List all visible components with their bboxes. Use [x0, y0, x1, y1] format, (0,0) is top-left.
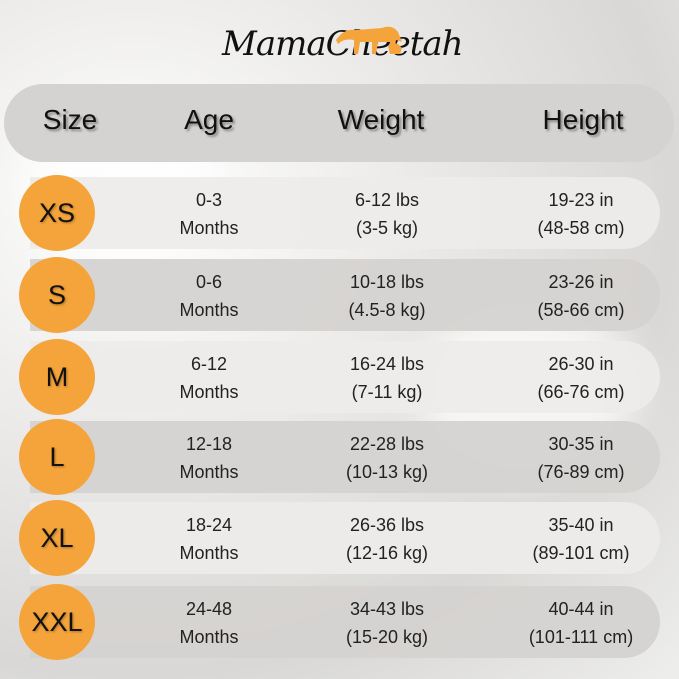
weight-cell-line: (4.5-8 kg)	[348, 300, 426, 320]
weight-cell-line: (15-20 kg)	[345, 627, 429, 647]
table-header: Size Age Weight Height	[4, 84, 674, 162]
weight-cell: 26-36 lbs (12-16 kg)	[346, 511, 428, 567]
age-cell: 0-3 Months	[179, 186, 238, 242]
weight-cell: 34-43 lbs (15-20 kg)	[346, 595, 428, 651]
height-cell-line: (101-111 cm)	[528, 627, 634, 647]
weight-cell-line: 22-28 lbs	[349, 434, 425, 454]
height-cell-line: (76-89 cm)	[537, 462, 625, 482]
weight-cell-line: 26-36 lbs	[349, 515, 425, 535]
age-cell: 12-18 Months	[179, 430, 238, 486]
age-cell: 0-6 Months	[179, 268, 238, 324]
height-cell: 35-40 in (89-101 cm)	[532, 511, 629, 567]
size-badge: XS	[19, 175, 95, 251]
age-cell-line: Months	[179, 627, 239, 647]
weight-cell-line: (7-11 kg)	[351, 382, 423, 402]
age-cell: 6-12 Months	[179, 350, 238, 406]
table-row: 12-18 Months 22-28 lbs (10-13 kg) 30-35 in (7…	[30, 421, 660, 493]
age-cell-line: 12-18	[185, 434, 233, 454]
age-cell-line: Months	[179, 462, 239, 482]
age-cell-line: Months	[179, 300, 239, 320]
weight-cell-line: 34-43 lbs	[349, 599, 425, 619]
table-row: 0-6 Months 10-18 lbs (4.5-8 kg) 23-26 in (58-…	[30, 259, 660, 331]
header-height: Height	[542, 104, 624, 135]
weight-cell: 22-28 lbs (10-13 kg)	[346, 430, 428, 486]
cheetah-icon	[336, 26, 402, 54]
weight-cell-line: 6-12 lbs	[354, 190, 420, 210]
size-badge: M	[19, 339, 95, 415]
header-weight: Weight	[337, 104, 425, 135]
weight-cell-line: (3-5 kg)	[355, 218, 419, 238]
age-cell: 18-24 Months	[179, 511, 238, 567]
age-cell-line: 18-24	[185, 515, 233, 535]
age-cell: 24-48 Months	[179, 595, 238, 651]
brand-logo: MamaCheetah	[222, 18, 464, 70]
size-badge: L	[19, 419, 95, 495]
height-cell-line: 30-35 in	[548, 434, 614, 454]
size-badge: S	[19, 257, 95, 333]
height-cell-line: 19-23 in	[548, 190, 614, 210]
height-cell-line: 26-30 in	[548, 354, 614, 374]
age-cell-line: Months	[179, 218, 239, 238]
weight-cell: 10-18 lbs (4.5-8 kg)	[348, 268, 425, 324]
height-cell-line: 40-44 in	[548, 599, 614, 619]
height-cell-line: (48-58 cm)	[537, 218, 625, 238]
size-badge: XXL	[19, 584, 95, 660]
age-cell-line: Months	[179, 382, 239, 402]
header-age: Age	[184, 104, 234, 135]
height-cell: 23-26 in (58-66 cm)	[537, 268, 624, 324]
header-size: Size	[42, 104, 98, 135]
size-badge: XL	[19, 500, 95, 576]
table-row: 6-12 Months 16-24 lbs (7-11 kg) 26-30 in (66-…	[30, 341, 660, 413]
table-row: 24-48 Months 34-43 lbs (15-20 kg) 40-44 in (1…	[30, 586, 660, 658]
weight-cell-line: (12-16 kg)	[345, 543, 429, 563]
weight-cell-line: 10-18 lbs	[349, 272, 425, 292]
height-cell: 19-23 in (48-58 cm)	[537, 186, 624, 242]
height-cell-line: 23-26 in	[548, 272, 614, 292]
weight-cell-line: (10-13 kg)	[345, 462, 429, 482]
height-cell: 26-30 in (66-76 cm)	[537, 350, 624, 406]
weight-cell: 6-12 lbs (3-5 kg)	[355, 186, 419, 242]
height-cell-line: 35-40 in	[548, 515, 614, 535]
table-row: 18-24 Months 26-36 lbs (12-16 kg) 35-40 in (8…	[30, 502, 660, 574]
age-cell-line: 0-3	[195, 190, 222, 210]
age-cell-line: 6-12	[190, 354, 228, 374]
height-cell-line: (58-66 cm)	[537, 300, 625, 320]
weight-cell: 16-24 lbs (7-11 kg)	[350, 350, 424, 406]
brand-logo-text: MamaCheetah	[222, 24, 464, 64]
table-row: 0-3 Months 6-12 lbs (3-5 kg) 19-23 in (48-58 …	[30, 177, 660, 249]
age-cell-line: 24-48	[185, 599, 233, 619]
weight-cell-line: 16-24 lbs	[349, 354, 425, 374]
height-cell: 30-35 in (76-89 cm)	[537, 430, 624, 486]
age-cell-line: 0-6	[195, 272, 222, 292]
height-cell: 40-44 in (101-111 cm)	[529, 595, 633, 651]
height-cell-line: (89-101 cm)	[532, 543, 630, 563]
age-cell-line: Months	[179, 543, 239, 563]
height-cell-line: (66-76 cm)	[537, 382, 625, 402]
